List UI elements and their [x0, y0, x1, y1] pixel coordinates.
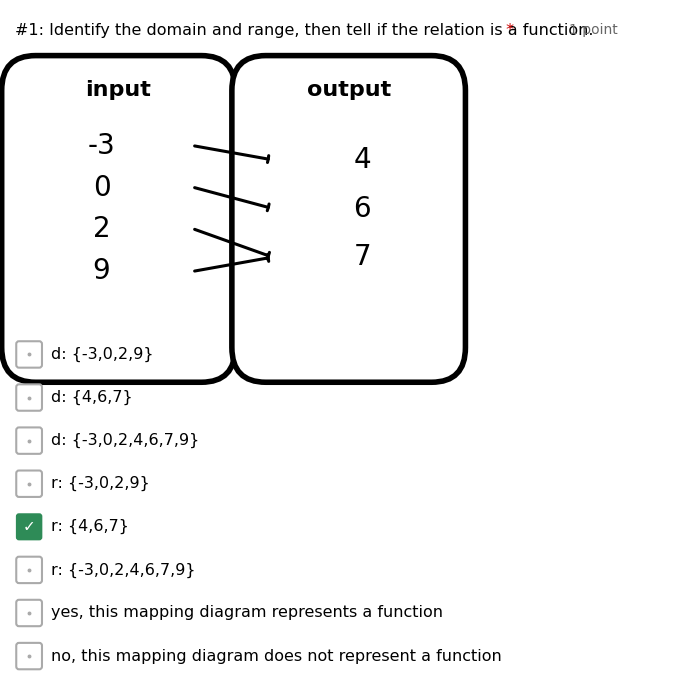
Text: yes, this mapping diagram represents a function: yes, this mapping diagram represents a f…: [51, 605, 443, 621]
Text: r: {-3,0,2,9}: r: {-3,0,2,9}: [51, 476, 150, 491]
Text: -3: -3: [88, 132, 115, 160]
Text: *: *: [501, 23, 514, 38]
Text: 1 point: 1 point: [569, 23, 617, 37]
FancyBboxPatch shape: [16, 557, 42, 583]
Text: input: input: [85, 80, 152, 100]
FancyBboxPatch shape: [16, 643, 42, 669]
FancyBboxPatch shape: [16, 341, 42, 368]
FancyBboxPatch shape: [16, 427, 42, 454]
FancyBboxPatch shape: [232, 56, 466, 382]
Text: 7: 7: [353, 243, 371, 271]
FancyBboxPatch shape: [1, 56, 236, 382]
Text: r: {-3,0,2,4,6,7,9}: r: {-3,0,2,4,6,7,9}: [51, 562, 196, 578]
Text: #1: Identify the domain and range, then tell if the relation is a function.: #1: Identify the domain and range, then …: [15, 23, 594, 38]
FancyBboxPatch shape: [16, 384, 42, 411]
Text: d: {4,6,7}: d: {4,6,7}: [51, 390, 133, 405]
FancyBboxPatch shape: [17, 514, 41, 539]
Text: 4: 4: [353, 146, 371, 174]
Text: d: {-3,0,2,9}: d: {-3,0,2,9}: [51, 347, 154, 362]
Text: 2: 2: [93, 215, 110, 243]
Text: no, this mapping diagram does not represent a function: no, this mapping diagram does not repres…: [51, 648, 502, 664]
Text: 9: 9: [93, 257, 110, 285]
Text: ✓: ✓: [23, 519, 35, 534]
Text: 0: 0: [93, 174, 110, 202]
Text: 6: 6: [353, 195, 371, 222]
Text: d: {-3,0,2,4,6,7,9}: d: {-3,0,2,4,6,7,9}: [51, 433, 200, 448]
FancyBboxPatch shape: [16, 600, 42, 626]
FancyBboxPatch shape: [16, 471, 42, 497]
Text: r: {4,6,7}: r: {4,6,7}: [51, 519, 129, 534]
Text: output: output: [307, 80, 391, 100]
